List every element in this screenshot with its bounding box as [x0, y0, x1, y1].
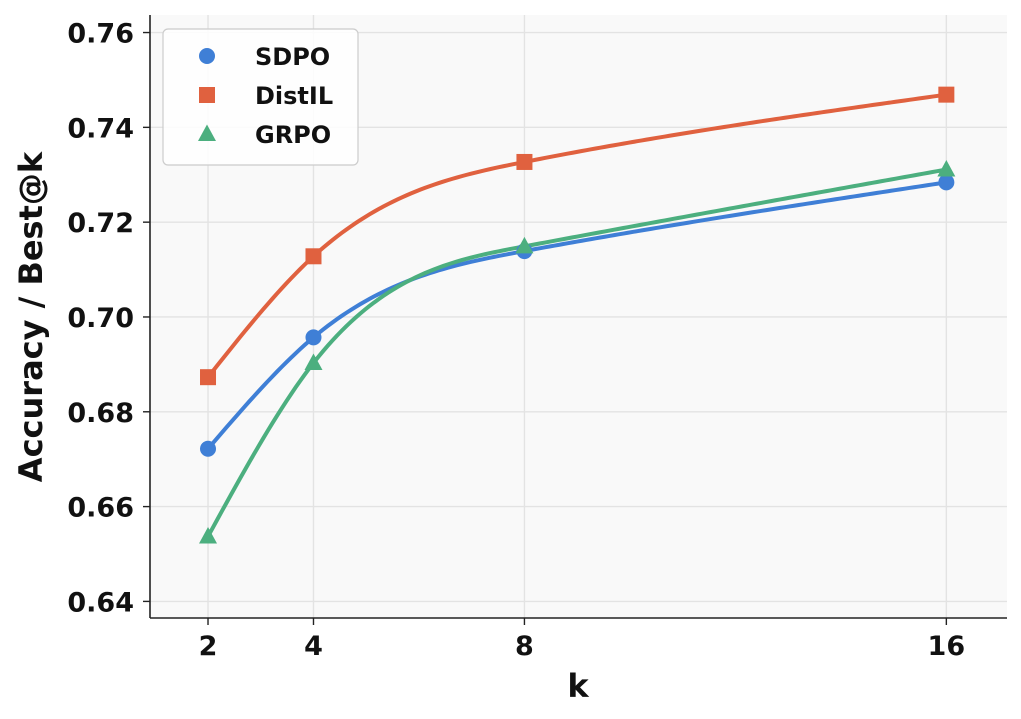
series-lines: [206, 92, 949, 539]
y-tick-label: 0.68: [67, 398, 134, 429]
legend: SDPO DistIL GRPO: [162, 28, 359, 166]
data-point-grpo: [937, 160, 956, 177]
y-tick-label: 0.76: [67, 19, 134, 50]
x-tick-label: 4: [304, 631, 323, 662]
data-point-grpo: [515, 236, 534, 254]
data-point-distil: [516, 153, 533, 170]
legend-label-sdpo: SDPO: [255, 43, 330, 71]
x-tick-label: 8: [515, 631, 534, 662]
legend-marker-grpo: [198, 124, 216, 141]
x-tick-label: 16: [928, 631, 966, 662]
x-tick-label: 2: [199, 631, 218, 662]
series-line-distil: [206, 92, 949, 380]
legend-marker-distil: [199, 87, 215, 103]
data-point-sdpo: [938, 174, 955, 191]
y-axis-title: Accuracy / Best@k: [12, 151, 50, 482]
y-tick-label: 0.66: [67, 493, 134, 524]
y-tick-label: 0.72: [67, 208, 134, 239]
series-markers: [199, 86, 956, 544]
tick-labels: 0.64 0.66 0.68 0.70 0.72 0.74 0.76 2 4 8 16: [67, 19, 965, 662]
y-tick-label: 0.74: [67, 113, 134, 144]
tick-marks: [143, 31, 948, 625]
data-point-sdpo: [200, 440, 217, 457]
data-point-distil: [200, 369, 217, 386]
data-point-grpo: [199, 526, 218, 544]
legend-label-distil: DistIL: [255, 82, 333, 110]
data-point-distil: [938, 86, 955, 103]
series-line-grpo: [206, 167, 949, 539]
y-tick-label: 0.70: [67, 303, 134, 334]
y-tick-label: 0.64: [67, 587, 134, 618]
data-point-distil: [305, 248, 322, 265]
data-point-sdpo: [305, 329, 322, 346]
legend-box: [162, 28, 359, 166]
data-point-grpo: [304, 353, 323, 370]
legend-marker-sdpo: [199, 48, 215, 64]
series-line-sdpo: [206, 180, 949, 451]
x-axis-title: k: [567, 667, 589, 705]
legend-label-grpo: GRPO: [255, 121, 331, 149]
